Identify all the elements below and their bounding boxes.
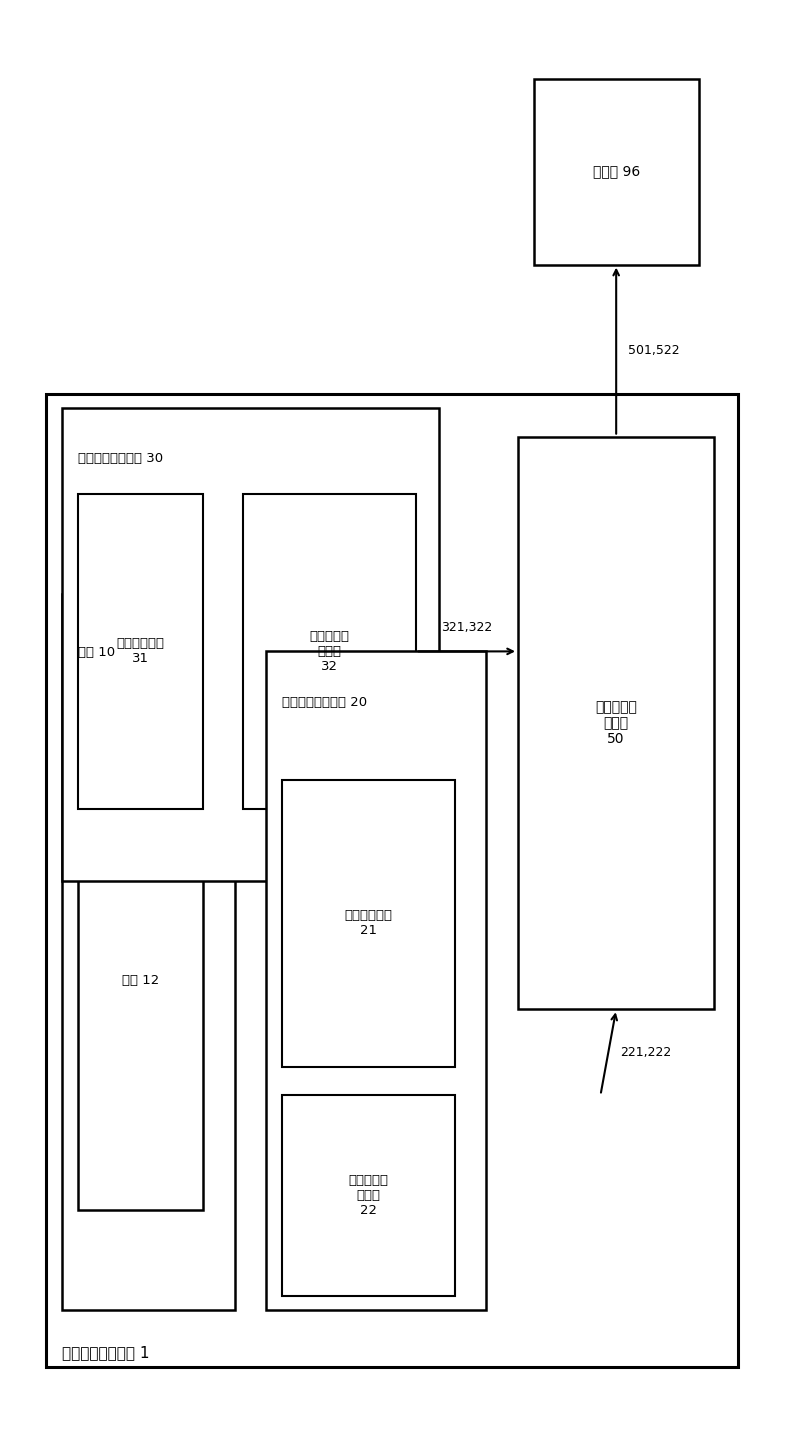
Text: 221,222: 221,222 <box>620 1045 671 1058</box>
Text: 触控信号处
理模块
50: 触控信号处 理模块 50 <box>595 700 637 746</box>
Text: 滑动式触控板
31: 滑动式触控板 31 <box>117 638 165 665</box>
Bar <box>282 1096 455 1296</box>
Bar <box>282 781 455 1067</box>
Bar <box>266 651 486 1310</box>
Bar <box>62 408 439 881</box>
Text: 滑动式触控板模块 30: 滑动式触控板模块 30 <box>78 453 163 466</box>
Text: 321,322: 321,322 <box>441 622 493 635</box>
Text: 固定式触控板
21: 固定式触控板 21 <box>345 910 393 937</box>
Text: 主机板 96: 主机板 96 <box>593 165 640 179</box>
Bar <box>78 737 203 1210</box>
Text: 第二信号产
生模块
32: 第二信号产 生模块 32 <box>310 630 350 672</box>
Bar <box>46 393 738 1368</box>
Text: 结合式触控板模块 1: 结合式触控板模块 1 <box>62 1345 150 1361</box>
Text: 501,522: 501,522 <box>628 344 679 357</box>
Bar <box>534 78 698 265</box>
Text: 固定式触控板模块 20: 固定式触控板模块 20 <box>282 696 367 709</box>
Text: 开口 12: 开口 12 <box>122 975 159 988</box>
Bar <box>518 437 714 1009</box>
Text: 第一信号产
生模块
22: 第一信号产 生模块 22 <box>349 1174 389 1218</box>
Bar <box>242 495 416 808</box>
Text: 壳体 10: 壳体 10 <box>78 645 115 658</box>
Bar <box>78 495 203 808</box>
Bar <box>62 594 235 1310</box>
